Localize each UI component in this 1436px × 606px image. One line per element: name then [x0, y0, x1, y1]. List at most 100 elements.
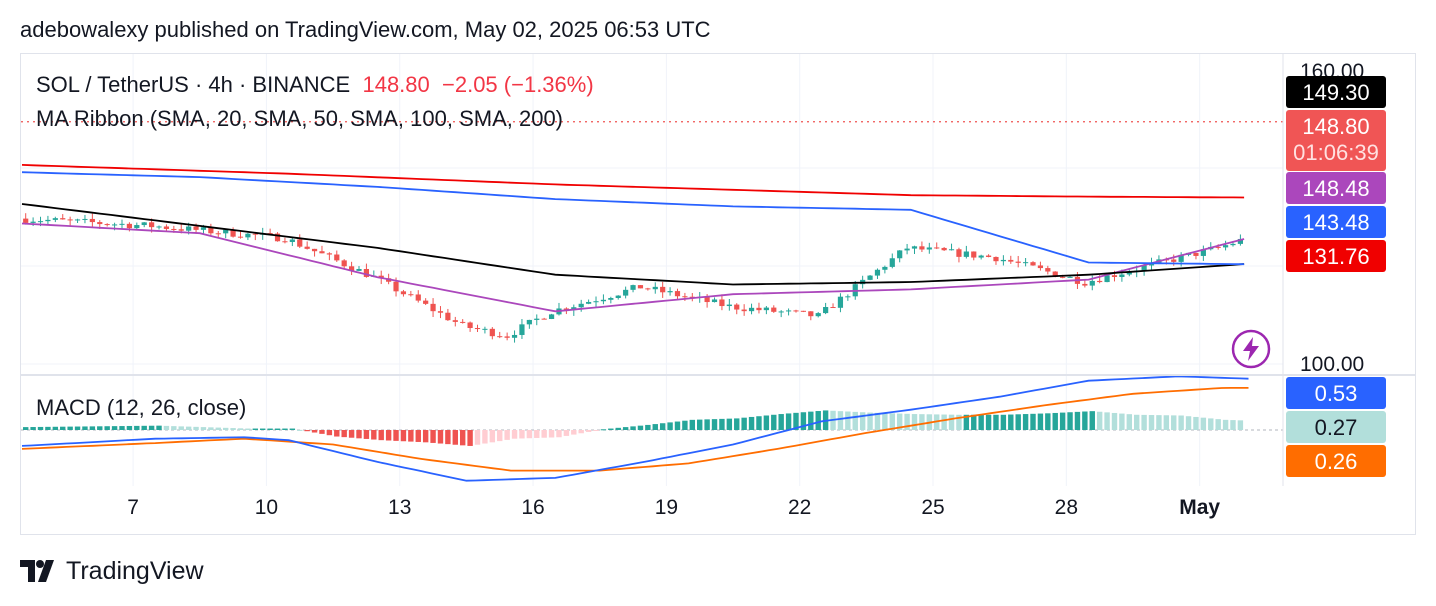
sma20-price-tag: 148.48: [1286, 172, 1386, 204]
histogram-bar: [126, 425, 133, 430]
histogram-bar: [711, 419, 718, 430]
time-axis-tick-7: 7: [127, 496, 139, 519]
candle-body: [45, 219, 51, 222]
candle-body: [274, 233, 281, 242]
candle-body: [200, 227, 207, 230]
histogram-bar: [985, 414, 992, 430]
histogram-bar: [134, 425, 140, 430]
candle-body: [452, 320, 458, 322]
histogram-bar: [304, 430, 310, 432]
histogram-bar: [82, 426, 88, 430]
histogram-bar: [148, 425, 155, 430]
candle-body: [800, 310, 807, 312]
candle-body: [400, 291, 407, 295]
histogram-bar: [911, 414, 918, 430]
histogram-bar: [867, 412, 873, 430]
histogram-bar: [1089, 411, 1095, 430]
candle-body: [815, 313, 821, 317]
candle-body: [215, 233, 221, 235]
candle-body: [67, 219, 73, 221]
candle-body: [1119, 274, 1125, 278]
histogram-bar: [689, 419, 696, 430]
candle-body: [630, 285, 636, 290]
candle-body: [437, 311, 444, 313]
histogram-bar: [1082, 411, 1088, 430]
histogram-bar: [356, 430, 362, 439]
histogram-bar: [1000, 414, 1007, 430]
macd-line: [21, 376, 1249, 482]
histogram-bar: [289, 428, 296, 430]
histogram-bar: [541, 430, 547, 438]
histogram-bar: [378, 430, 384, 441]
candle-body: [904, 248, 910, 251]
histogram-bar: [963, 414, 970, 430]
price-change: −2.05 (−1.36%): [442, 72, 594, 97]
candle-body: [1015, 261, 1021, 263]
histogram-bar: [208, 427, 214, 430]
candle-body: [1030, 262, 1036, 266]
price-axis-label-bottom: 100.00: [1300, 353, 1365, 376]
candle-body: [1000, 259, 1006, 262]
histogram-bar: [245, 428, 251, 430]
histogram-bar: [941, 414, 947, 430]
histogram-bar: [630, 426, 636, 430]
histogram-bar: [993, 414, 999, 430]
histogram-bar: [697, 419, 703, 430]
histogram-bar: [756, 416, 762, 430]
candle-body: [141, 222, 147, 226]
candle-body: [52, 218, 58, 220]
time-axis-tick-13: 13: [388, 496, 412, 519]
histogram-bar: [785, 413, 792, 430]
candle-body: [1082, 283, 1088, 286]
histogram-bar: [408, 430, 414, 442]
histogram-bar: [385, 430, 392, 441]
candle-body: [304, 246, 310, 249]
candle-body: [1215, 246, 1221, 248]
histogram-bar: [622, 427, 629, 430]
candle-body: [237, 236, 244, 238]
candle-body: [326, 253, 332, 255]
candle-body: [193, 226, 199, 230]
candle-body: [526, 319, 532, 325]
histogram-bar: [615, 427, 621, 430]
candle-body: [289, 239, 295, 243]
candle-body: [911, 246, 918, 249]
candle-body: [267, 233, 273, 235]
histogram-bar: [1008, 414, 1014, 430]
candle-body: [919, 246, 925, 250]
time-axis-tick-10: 10: [254, 496, 279, 519]
histogram-bar: [1193, 416, 1199, 430]
candle-body: [541, 318, 547, 320]
tradingview-logo-icon: [20, 560, 54, 582]
histogram-bar: [156, 425, 162, 430]
ma-ribbon-legend[interactable]: MA Ribbon (SMA, 20, SMA, 50, SMA, 100, S…: [36, 106, 564, 131]
tradingview-brand[interactable]: TradingView: [20, 556, 204, 586]
candle-body: [186, 226, 192, 231]
candle-body: [30, 221, 36, 223]
candle-body: [845, 296, 851, 298]
histogram-bar: [526, 430, 533, 439]
candle-body: [963, 251, 969, 257]
candle-body: [652, 286, 658, 290]
candle-body: [126, 223, 132, 229]
candle-body: [1178, 254, 1184, 262]
histogram-bar: [896, 413, 903, 430]
signal-value-tag: 0.26: [1286, 445, 1386, 477]
candle-body: [593, 301, 599, 303]
candle-body: [615, 295, 621, 299]
histogram-bar: [674, 421, 681, 430]
candle-body: [430, 303, 436, 312]
histogram-bar: [67, 426, 73, 430]
histogram-bar: [193, 426, 199, 430]
candle-body: [1008, 259, 1014, 262]
candle-body: [874, 269, 881, 276]
candle-body: [60, 218, 66, 220]
macd-legend[interactable]: MACD (12, 26, close): [36, 395, 247, 420]
lightning-bolt-icon[interactable]: [1231, 329, 1271, 369]
histogram-bar: [667, 422, 673, 430]
histogram-bar: [511, 430, 518, 439]
candle-body: [356, 268, 362, 271]
histogram-bar: [1037, 413, 1044, 430]
histogram-bar: [23, 427, 29, 430]
